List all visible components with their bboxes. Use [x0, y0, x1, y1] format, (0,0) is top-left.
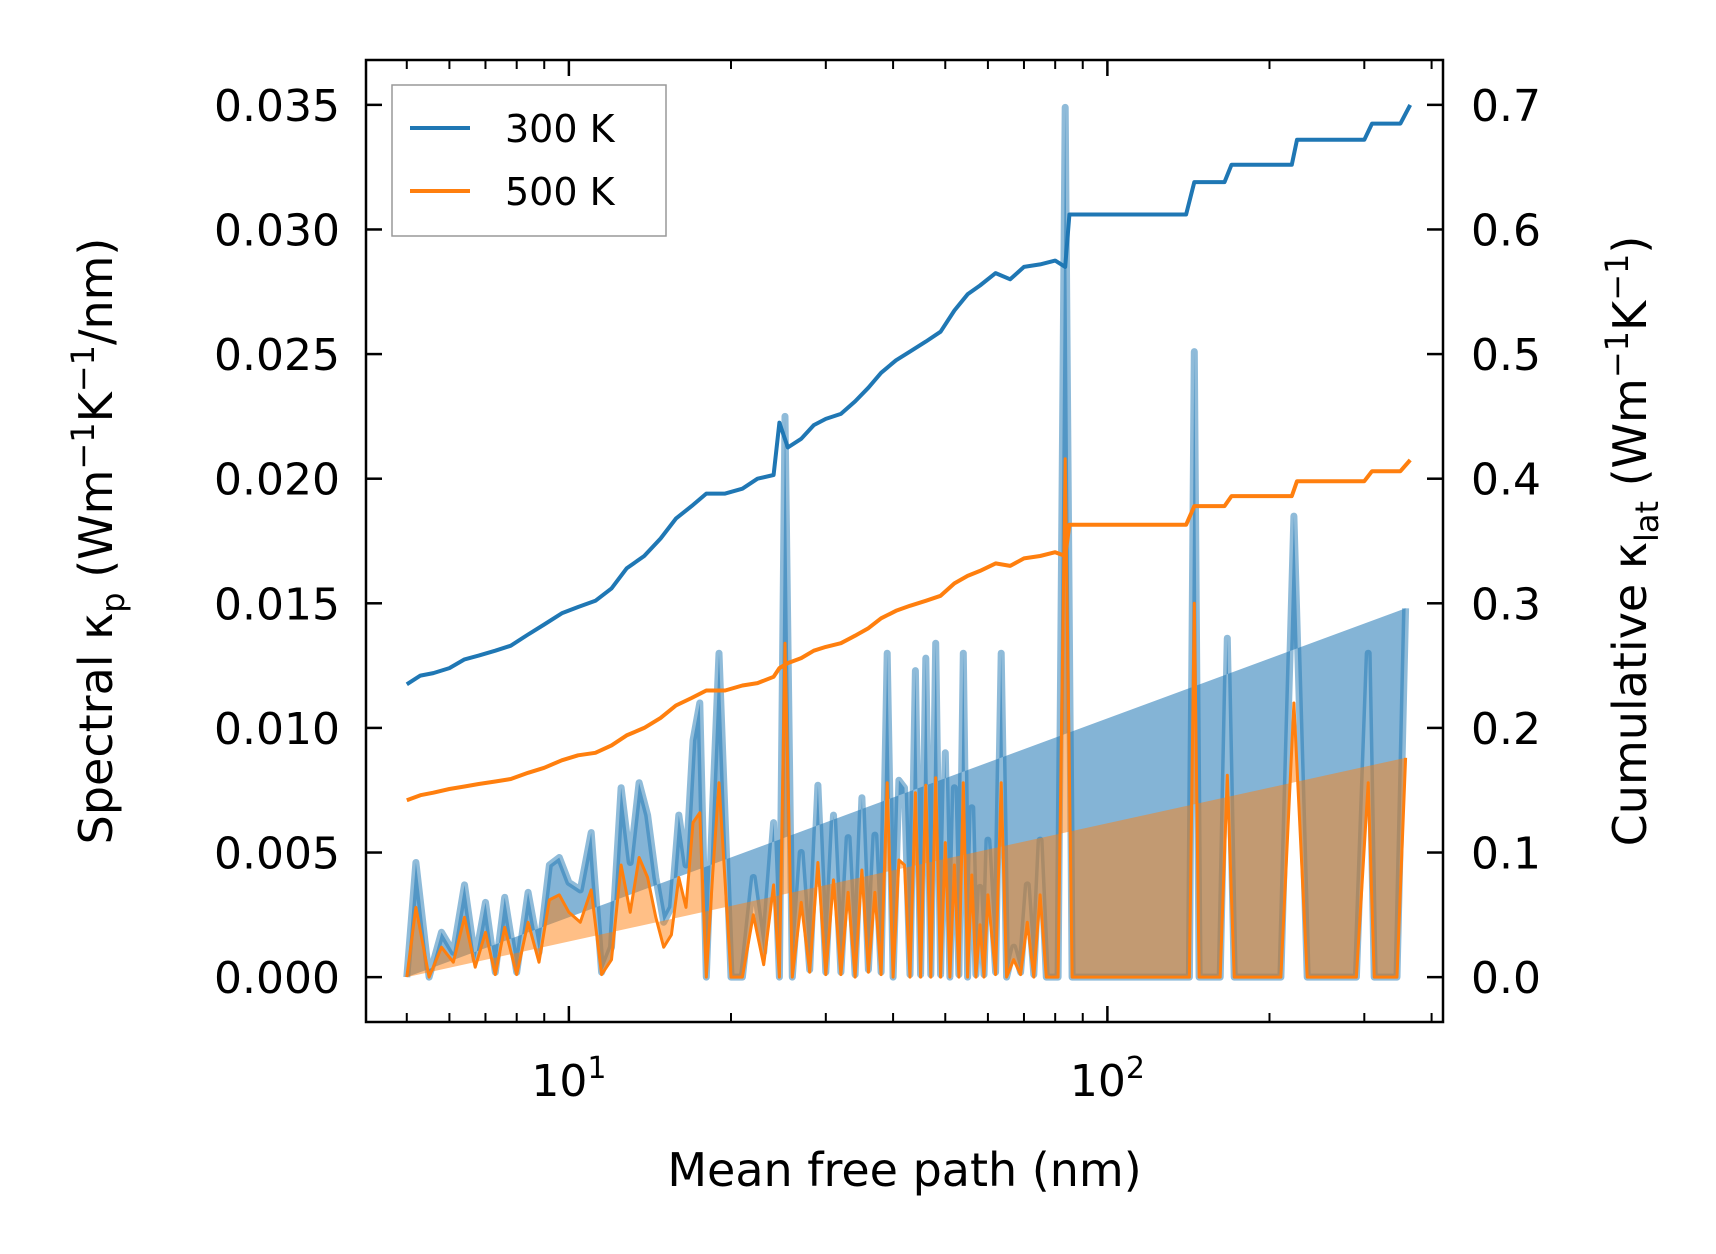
left-tick-label: 0.005: [214, 829, 340, 880]
right-axis-title: Cumulative κlat (Wm−1K−1): [1598, 236, 1666, 847]
legend-box: [391, 84, 667, 237]
x-axis-title: Mean free path (nm): [667, 1143, 1141, 1197]
left-tick-label: 0.020: [214, 455, 340, 506]
right-tick-label: 0.0: [1471, 953, 1541, 1004]
right-tick-label: 0.4: [1471, 455, 1541, 506]
left-tick-label: 0.025: [214, 330, 340, 381]
legend-label-1: 500 K: [505, 170, 616, 214]
right-tick-label: 0.3: [1471, 579, 1541, 630]
left-tick-label: 0.030: [214, 205, 340, 256]
right-tick-label: 0.1: [1471, 829, 1541, 880]
axes: 0.000 0.005 0.010 0.015 0.020 0.025 0.030 0.035…: [64, 58, 1666, 1197]
cumulative-line-1: [406, 458, 1412, 803]
plot-frame: [364, 58, 1445, 1024]
right-tick-label: 0.7: [1471, 81, 1541, 132]
left-tick-label: 0.035: [214, 81, 340, 132]
legend-label-0: 300 K: [505, 107, 616, 151]
x-tick-label: 102: [1070, 1051, 1145, 1107]
left-tick-label: 0.015: [214, 579, 340, 630]
left-tick-label: 0.010: [214, 704, 340, 755]
right-tick-label: 0.2: [1471, 704, 1541, 755]
spectral-area-0: [406, 107, 1406, 978]
plot-marks: [403, 103, 1412, 981]
spectral-area-1: [406, 458, 1406, 978]
cumulative-line-0: [405, 103, 1412, 686]
right-tick-label: 0.5: [1471, 330, 1541, 381]
x-tick-label: 101: [531, 1051, 606, 1107]
legend: 300 K 500 K: [391, 84, 667, 237]
right-tick-label: 0.6: [1471, 205, 1541, 256]
left-tick-label: 0.000: [214, 953, 340, 1004]
left-axis-title: Spectral κp (Wm−1K−1/nm): [64, 238, 132, 845]
spectral-line-1: [405, 457, 1408, 979]
